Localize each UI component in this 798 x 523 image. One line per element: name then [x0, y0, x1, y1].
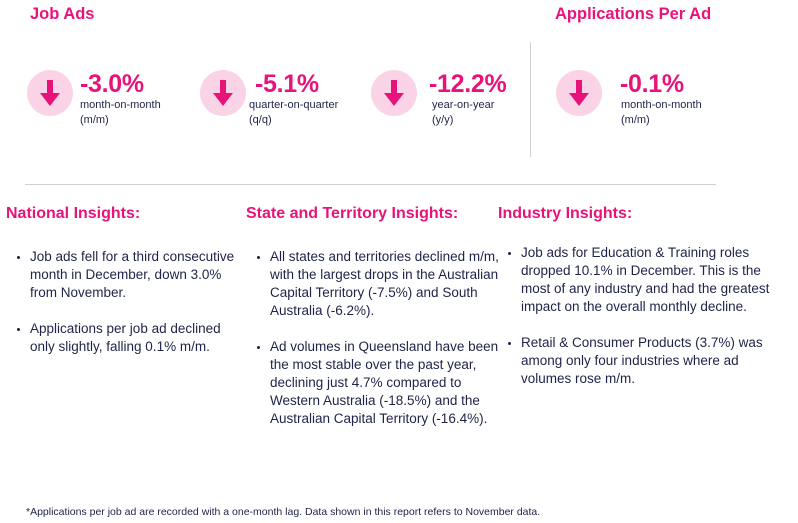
arrow-down-icon	[371, 70, 417, 116]
list-item: Applications per job ad declined only sl…	[30, 320, 245, 356]
metric-label: year-on-year	[432, 99, 495, 111]
metric-value: -0.1%	[620, 70, 684, 98]
metric-value: -12.2%	[429, 70, 507, 98]
list-item: Job ads for Education & Training roles d…	[521, 244, 783, 316]
list-item: Ad volumes in Queensland have been the m…	[270, 338, 513, 428]
metric-value: -3.0%	[80, 70, 144, 98]
arrow-down-icon	[556, 70, 602, 116]
arrow-down-icon	[200, 70, 246, 116]
job-ads-title: Job Ads	[30, 5, 95, 23]
arrow-down-icon	[27, 70, 73, 116]
metric-label: month-on-month	[621, 99, 702, 111]
metric-label: month-on-month	[80, 99, 161, 111]
metric-label-abbr: (q/q)	[249, 114, 272, 126]
metric-label-abbr: (m/m)	[621, 114, 650, 126]
metric-value: -5.1%	[255, 70, 319, 98]
metric-label: quarter-on-quarter	[249, 99, 339, 111]
national-insights-list: Job ads fell for a third consecutive mon…	[8, 248, 245, 374]
state-insights-title: State and Territory Insights:	[246, 205, 459, 222]
list-item: All states and territories declined m/m,…	[270, 248, 513, 320]
national-insights-title: National Insights:	[6, 205, 141, 222]
list-item: Job ads fell for a third consecutive mon…	[30, 248, 245, 302]
industry-insights-title: Industry Insights:	[498, 205, 633, 222]
metric-label-abbr: (m/m)	[80, 114, 109, 126]
vertical-divider	[530, 42, 531, 157]
state-insights-list: All states and territories declined m/m,…	[248, 248, 513, 446]
applications-per-ad-title: Applications Per Ad	[555, 5, 712, 23]
horizontal-divider	[25, 184, 716, 185]
industry-insights-list: Job ads for Education & Training roles d…	[499, 244, 783, 406]
metric-label-abbr: (y/y)	[432, 114, 454, 126]
footnote: *Applications per job ad are recorded wi…	[26, 506, 541, 518]
list-item: Retail & Consumer Products (3.7%) was am…	[521, 334, 783, 388]
